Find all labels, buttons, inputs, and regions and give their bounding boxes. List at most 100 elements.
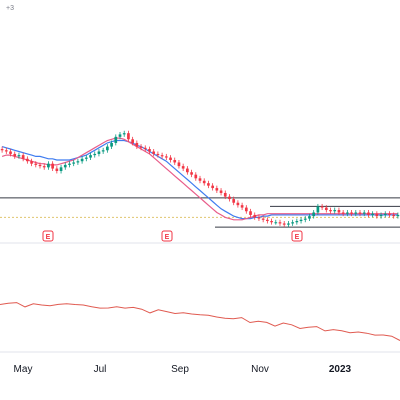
candle-body [211, 185, 214, 189]
ma-fast-line [1, 137, 398, 221]
candle-body [13, 153, 17, 157]
candle-body [362, 212, 366, 214]
candle-body [72, 162, 76, 164]
candle-body [341, 212, 345, 214]
candle-body [320, 206, 324, 208]
x-tick-label: Sep [171, 364, 189, 375]
candle-body [26, 158, 29, 162]
candle-body [291, 222, 294, 224]
candle-body [101, 150, 105, 152]
candle-body [177, 162, 181, 167]
candle-body [152, 151, 156, 154]
candle-body [89, 155, 92, 158]
earnings-label: E [165, 234, 170, 241]
candle-body [207, 183, 210, 186]
candle-body [148, 149, 151, 152]
earnings-badge [291, 230, 303, 242]
candle-body [392, 214, 396, 217]
candle-body [114, 136, 118, 143]
candle-body [110, 142, 113, 147]
candle-body [346, 212, 349, 214]
candle-body [295, 221, 299, 223]
candle-body [278, 222, 282, 224]
candle-body [316, 206, 320, 213]
candle-body [261, 218, 265, 220]
candle-body [371, 213, 374, 215]
candle-body [38, 164, 42, 167]
candle-body [9, 151, 12, 154]
candle-body [190, 172, 193, 175]
candle-body [287, 223, 290, 225]
candle-body [236, 202, 240, 206]
x-tick-label: Jul [94, 364, 107, 375]
earnings-badge [161, 230, 173, 242]
candle-body [118, 134, 122, 137]
x-tick-label: Nov [251, 364, 269, 375]
candle-body [194, 174, 198, 179]
candle-body [106, 146, 109, 151]
candle-body [127, 133, 130, 140]
candle-body [324, 207, 328, 211]
candle-body [76, 161, 80, 163]
candle-body [375, 213, 379, 217]
candle-body [93, 153, 97, 156]
candle-body [350, 212, 353, 214]
candle-body [198, 178, 202, 181]
candle-body [299, 219, 303, 222]
candle-body [249, 211, 252, 215]
candle-body [379, 214, 383, 217]
candle-body [333, 210, 337, 212]
candle-body [181, 166, 185, 169]
candle-body [228, 196, 231, 200]
candle-body [34, 163, 38, 165]
indicator-pane [0, 302, 400, 341]
candle-body [274, 222, 278, 224]
candle-body [270, 221, 273, 223]
x-tick-label: May [14, 364, 33, 375]
candle-body [223, 192, 227, 197]
candle-body [156, 153, 160, 156]
earnings-marker[interactable]: E [42, 230, 54, 242]
candle-body [80, 158, 84, 162]
earnings-marker[interactable]: E [161, 230, 173, 242]
earnings-marker[interactable]: E [291, 230, 303, 242]
candle-body [173, 160, 177, 163]
candle-body [47, 163, 50, 168]
candle-body [257, 217, 261, 219]
candle-body [219, 190, 223, 193]
earnings-label: E [295, 234, 300, 241]
candle-body [202, 180, 206, 184]
x-axis[interactable]: May Jul Sep Nov 2023 [14, 364, 352, 375]
candle-body [367, 212, 370, 215]
candle-body [253, 214, 257, 218]
candle-body [282, 223, 286, 225]
candle-body [244, 207, 248, 212]
candle-body [4, 150, 8, 152]
candle-body [30, 161, 33, 164]
candle-body [396, 214, 400, 217]
candle-body [135, 142, 139, 147]
x-tick-label: 2023 [329, 364, 352, 375]
candle-body [232, 199, 236, 203]
candle-body [21, 155, 25, 159]
ma-slow-line [1, 139, 398, 220]
candle-body [51, 163, 54, 169]
candle-body [169, 157, 172, 161]
candle-body [139, 146, 143, 148]
price-pane [0, 130, 400, 228]
candle-body [97, 151, 101, 154]
candle-body [0, 149, 4, 151]
candle-body [303, 218, 307, 220]
candle-body [55, 168, 59, 171]
candle-body [131, 139, 134, 143]
candle-body [329, 210, 332, 212]
candle-body [59, 167, 63, 171]
candle-body [68, 163, 71, 165]
candle-body [240, 205, 244, 208]
candle-body [84, 157, 88, 159]
corner-label: +3 [6, 5, 14, 12]
candle-body [388, 213, 391, 215]
